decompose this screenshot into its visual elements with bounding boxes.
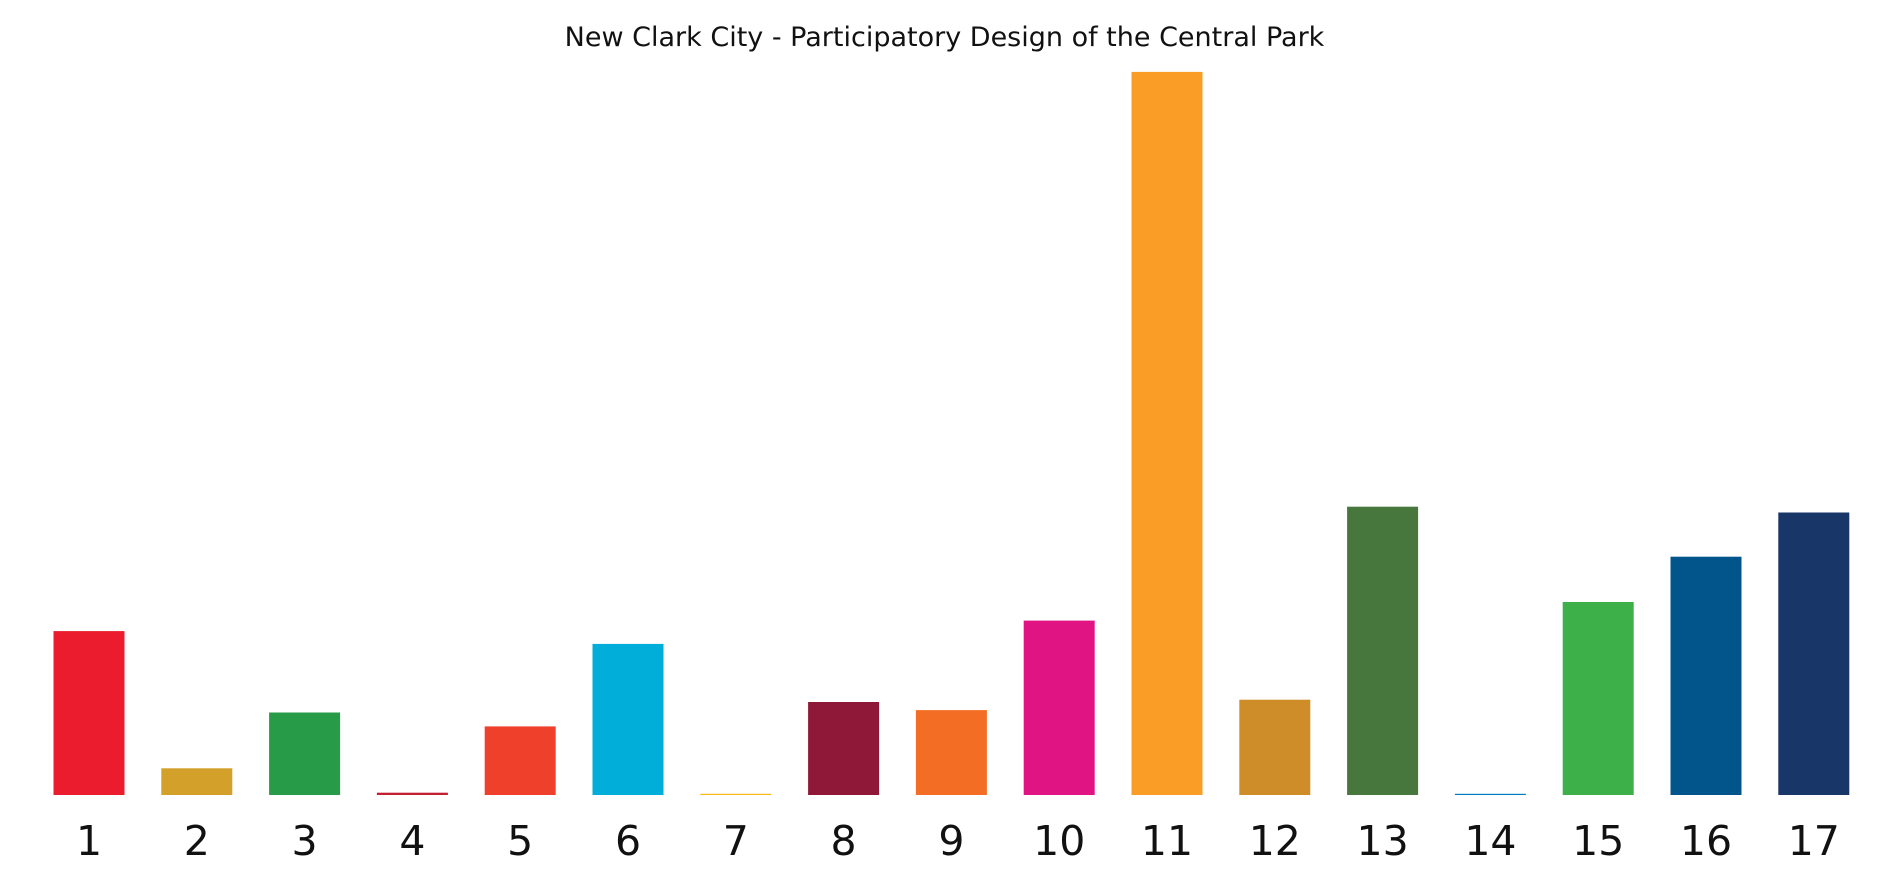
x-tick-label-7: 7 bbox=[723, 817, 749, 865]
bar-15 bbox=[1562, 602, 1634, 795]
chart-title: New Clark City - Participatory Design of… bbox=[564, 22, 1325, 53]
x-tick-label-15: 15 bbox=[1572, 817, 1624, 865]
x-tick-label-3: 3 bbox=[292, 817, 318, 865]
bar-10 bbox=[1023, 620, 1095, 795]
bar-11 bbox=[1131, 71, 1203, 795]
x-tick-label-11: 11 bbox=[1141, 817, 1193, 865]
bar-3 bbox=[269, 712, 341, 795]
bar-1 bbox=[53, 631, 125, 795]
x-tick-label-12: 12 bbox=[1249, 817, 1301, 865]
bars-group bbox=[53, 71, 1850, 795]
bar-7 bbox=[700, 793, 772, 795]
x-tick-label-2: 2 bbox=[184, 817, 210, 865]
bar-16 bbox=[1670, 556, 1742, 795]
bar-12 bbox=[1239, 699, 1311, 795]
bar-9 bbox=[915, 710, 987, 795]
x-tick-labels: 1 2 3 4 5 6 7 8 9 10 11 12 13 14 15 16 17 bbox=[76, 817, 1840, 865]
x-tick-label-17: 17 bbox=[1788, 817, 1840, 865]
x-tick-label-6: 6 bbox=[615, 817, 641, 865]
bar-17 bbox=[1778, 512, 1850, 795]
x-tick-label-10: 10 bbox=[1033, 817, 1085, 865]
bar-6 bbox=[592, 643, 664, 795]
bar-8 bbox=[808, 702, 880, 795]
x-tick-label-9: 9 bbox=[938, 817, 964, 865]
x-tick-label-1: 1 bbox=[76, 817, 102, 865]
bar-2 bbox=[161, 768, 233, 795]
x-tick-label-8: 8 bbox=[831, 817, 857, 865]
x-tick-label-16: 16 bbox=[1680, 817, 1732, 865]
x-tick-label-5: 5 bbox=[507, 817, 533, 865]
x-tick-label-13: 13 bbox=[1357, 817, 1409, 865]
x-tick-label-4: 4 bbox=[399, 817, 425, 865]
bar-5 bbox=[484, 726, 556, 795]
bar-13 bbox=[1347, 506, 1419, 795]
x-tick-label-14: 14 bbox=[1464, 817, 1516, 865]
bar-4 bbox=[376, 792, 448, 795]
bar-14 bbox=[1454, 793, 1526, 795]
